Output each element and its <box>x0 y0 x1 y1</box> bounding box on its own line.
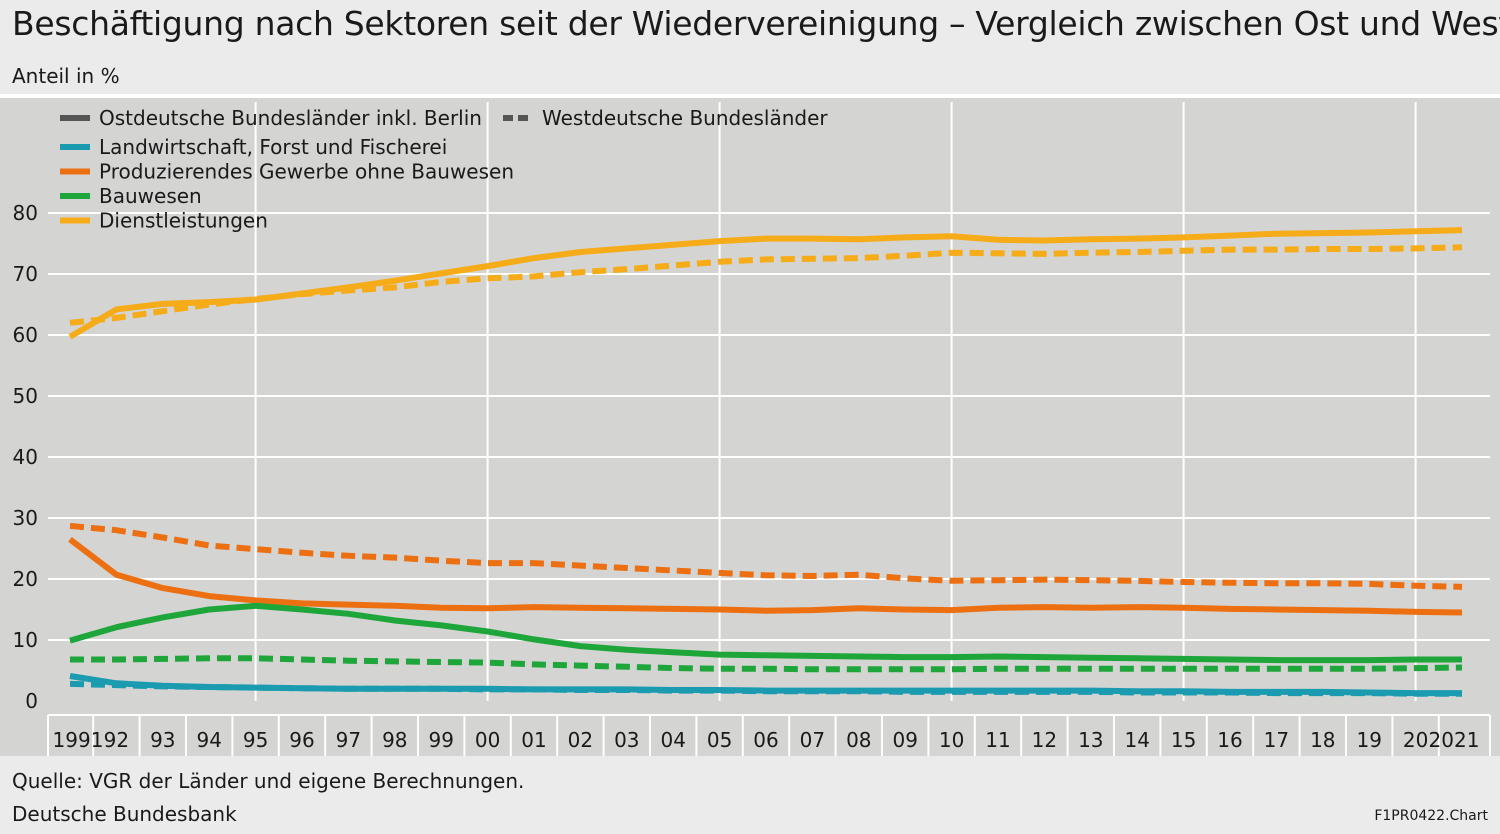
x-tick-label: 04 <box>660 728 685 752</box>
plot-area <box>0 98 1500 756</box>
x-tick-label: 10 <box>939 728 964 752</box>
x-tick-label: 03 <box>614 728 639 752</box>
industry-west-line <box>69 522 1463 590</box>
y-tick-label: 70 <box>13 262 38 286</box>
y-tick-label: 30 <box>13 506 38 530</box>
y-tick-label: 10 <box>13 628 38 652</box>
services-west-line <box>69 244 1463 326</box>
construction-west-line <box>70 655 1463 673</box>
legend-industry-label: Produzierendes Gewerbe ohne Bauwesen <box>99 160 514 184</box>
x-tick-label: 07 <box>800 728 825 752</box>
x-tick-label: 20 <box>1403 728 1428 752</box>
agriculture-west-line <box>69 680 1462 697</box>
x-tick-label: 92 <box>104 728 129 752</box>
x-tick-label: 05 <box>707 728 732 752</box>
x-tick-label: 98 <box>382 728 407 752</box>
y-tick-label: 40 <box>13 445 38 469</box>
x-tick-label: 95 <box>243 728 268 752</box>
chart-title: Beschäftigung nach Sektoren seit der Wie… <box>12 4 1500 43</box>
y-tick-label: 20 <box>13 567 38 591</box>
x-tick-label: 08 <box>846 728 871 752</box>
x-tick-label: 14 <box>1124 728 1149 752</box>
legend-agriculture-label: Landwirtschaft, Forst und Fischerei <box>99 135 447 159</box>
y-tick-label: 80 <box>13 201 38 225</box>
x-tick-label: 00 <box>475 728 500 752</box>
y-tick-label: 60 <box>13 323 38 347</box>
legend-construction-label: Bauwesen <box>99 184 202 208</box>
x-tick-label: 15 <box>1171 728 1196 752</box>
x-tick-label: 01 <box>521 728 546 752</box>
legend-east-label: Ostdeutsche Bundesländer inkl. Berlin <box>99 106 482 130</box>
chart-subtitle: Anteil in % <box>12 64 120 88</box>
x-tick-label: 93 <box>150 728 175 752</box>
x-tick-label: 06 <box>753 728 778 752</box>
industry-east-line <box>68 537 1463 616</box>
construction-east-line <box>69 602 1462 664</box>
x-tick-label: 13 <box>1078 728 1103 752</box>
services-east-line <box>68 227 1463 340</box>
x-tick-label: 16 <box>1217 728 1242 752</box>
x-tick-label: 09 <box>892 728 917 752</box>
x-tick-label: 1991 <box>53 728 104 752</box>
y-tick-label: 50 <box>13 384 38 408</box>
x-tick-label: 2021 <box>1429 728 1480 752</box>
x-tick-label: 97 <box>336 728 361 752</box>
header-divider <box>0 94 1500 98</box>
x-tick-label: 94 <box>196 728 221 752</box>
x-tick-label: 99 <box>428 728 453 752</box>
legend-services-label: Dienstleistungen <box>99 209 268 233</box>
chart-code: F1PR0422.Chart <box>1374 808 1488 824</box>
x-tick-label: 17 <box>1264 728 1289 752</box>
x-tick-label: 19 <box>1356 728 1381 752</box>
x-tick-label: 96 <box>289 728 314 752</box>
x-tick-label: 02 <box>568 728 593 752</box>
legend-west-label: Westdeutsche Bundesländer <box>542 106 828 130</box>
source-note: Quelle: VGR der Länder und eigene Berech… <box>12 769 525 793</box>
x-tick-label: 18 <box>1310 728 1335 752</box>
x-tick-label: 12 <box>1032 728 1057 752</box>
y-tick-label: 0 <box>25 689 38 713</box>
publisher-name: Deutsche Bundesbank <box>12 802 237 826</box>
x-tick-label: 11 <box>985 728 1010 752</box>
